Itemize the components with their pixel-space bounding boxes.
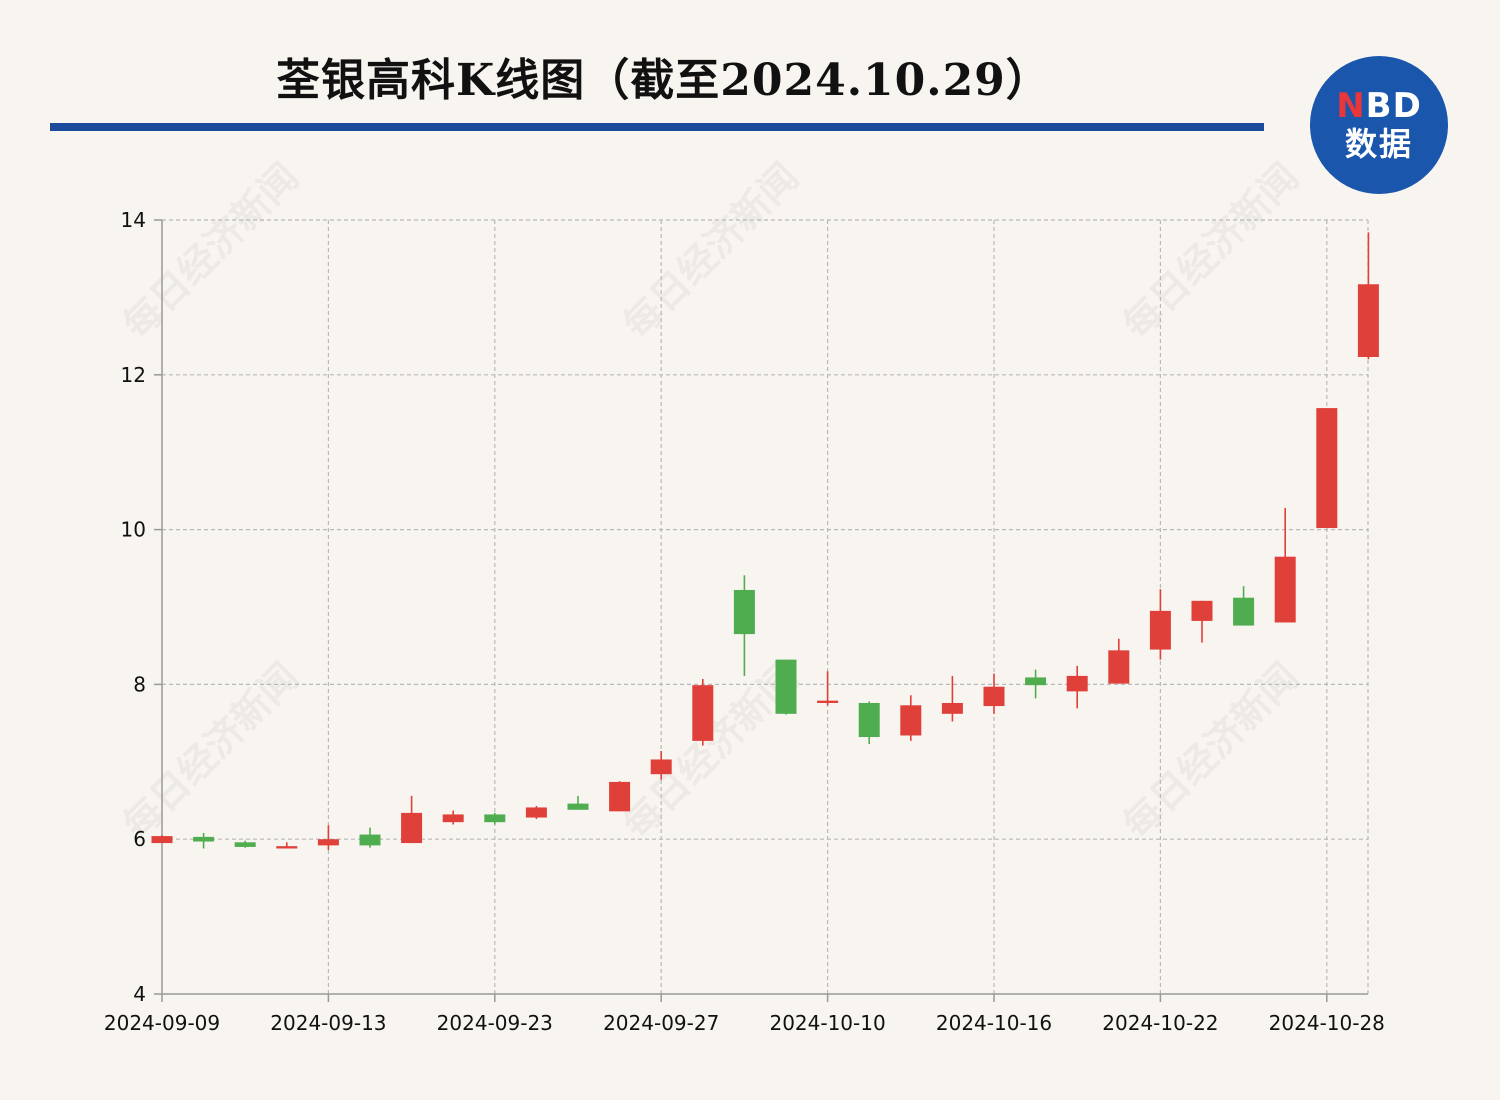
y-tick-label: 4	[133, 982, 146, 1006]
candle	[983, 673, 1005, 714]
candle	[193, 833, 215, 849]
candle-body	[1316, 408, 1338, 529]
y-tick-label: 6	[133, 827, 146, 851]
candle-body	[401, 812, 423, 844]
logo-brand: NBD	[1336, 87, 1422, 125]
chart-grid	[162, 219, 1369, 994]
candle	[1066, 665, 1088, 709]
candle	[1357, 232, 1379, 360]
candle-body	[276, 846, 298, 849]
candles-layer	[151, 232, 1379, 851]
candle	[317, 825, 339, 851]
title-underline	[50, 123, 1264, 131]
logo-brand-rest: BD	[1365, 86, 1422, 126]
candle	[1025, 669, 1047, 699]
x-tick-label: 2024-09-23	[437, 1011, 553, 1035]
x-tick-label: 2024-09-27	[603, 1011, 719, 1035]
candle	[1108, 638, 1130, 684]
candle	[1149, 589, 1171, 660]
candle	[609, 781, 631, 812]
candle	[1274, 507, 1296, 623]
candle-body	[1233, 597, 1255, 626]
candle	[151, 835, 173, 844]
candle	[401, 795, 423, 844]
candle-body	[567, 803, 589, 810]
chart-axes: 4 6 8 10 12 14 2024-09-09 2024-09-13 2024-09-23 2…	[104, 208, 1385, 1035]
candle-body	[525, 807, 547, 818]
candle-body	[1191, 600, 1213, 621]
candle-body	[1357, 284, 1379, 357]
candle-body	[234, 842, 256, 847]
candle	[1191, 600, 1213, 643]
logo-subtitle: 数据	[1344, 125, 1413, 163]
candle	[900, 695, 922, 741]
y-tick-label: 12	[121, 363, 146, 387]
x-tick-label: 2024-09-09	[104, 1011, 220, 1035]
candle-body	[733, 589, 755, 635]
candle-body	[817, 700, 839, 703]
x-tick-label: 2024-09-13	[270, 1011, 386, 1035]
candle-body	[775, 659, 797, 714]
candle-body	[1066, 675, 1088, 692]
candle-body	[317, 839, 339, 846]
candle-body	[900, 705, 922, 736]
page-title: 荃银高科K线图（截至2024.10.29）	[276, 55, 1051, 106]
candle-body	[1108, 650, 1130, 684]
candle	[234, 840, 256, 848]
candle	[484, 812, 506, 825]
candle	[858, 701, 880, 744]
candle	[733, 575, 755, 676]
candle	[1233, 586, 1255, 626]
candle-body	[1025, 677, 1047, 686]
y-tick-label: 10	[121, 518, 146, 542]
candle	[359, 827, 381, 848]
logo-brand-n: N	[1336, 86, 1366, 126]
y-tick-label: 14	[121, 208, 146, 232]
candle-body	[983, 686, 1005, 707]
candle	[442, 810, 464, 825]
watermark-text: 每日经济新闻	[115, 155, 307, 347]
candle	[692, 678, 714, 746]
nbd-data-logo: NBD 数据	[1310, 56, 1448, 194]
watermark-text: 每日经济新闻	[1115, 655, 1307, 847]
candle-body	[650, 759, 672, 775]
y-tick-label: 8	[133, 672, 146, 696]
candle-body	[858, 702, 880, 738]
candle	[650, 750, 672, 780]
candle-body	[359, 834, 381, 846]
candle-body	[151, 836, 173, 844]
watermark-text: 每日经济新闻	[615, 155, 807, 347]
candle	[941, 675, 963, 722]
x-tick-label: 2024-10-22	[1102, 1011, 1218, 1035]
candle-body	[609, 781, 631, 812]
candle-body	[442, 814, 464, 823]
candle-body	[1274, 556, 1296, 623]
candle-body	[692, 685, 714, 741]
candle	[567, 795, 589, 810]
candle	[525, 805, 547, 820]
candle-body	[1149, 610, 1171, 650]
candle-body	[193, 836, 215, 842]
candle	[775, 659, 797, 715]
x-tick-label: 2024-10-28	[1269, 1011, 1385, 1035]
candle	[817, 671, 839, 706]
candle	[1316, 408, 1338, 529]
candle-body	[484, 814, 506, 823]
candle-body	[941, 702, 963, 714]
x-tick-label: 2024-10-10	[769, 1011, 885, 1035]
x-tick-label: 2024-10-16	[936, 1011, 1052, 1035]
watermark-text: 每日经济新闻	[1115, 155, 1307, 347]
candle	[276, 842, 298, 849]
